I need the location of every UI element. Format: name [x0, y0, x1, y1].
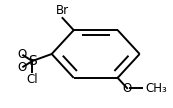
Text: Br: Br	[56, 4, 69, 17]
Text: Cl: Cl	[26, 73, 38, 86]
Text: CH₃: CH₃	[145, 82, 167, 95]
Text: O: O	[122, 82, 132, 95]
Text: O: O	[17, 61, 27, 74]
Text: S: S	[28, 54, 37, 68]
Text: O: O	[17, 48, 27, 61]
